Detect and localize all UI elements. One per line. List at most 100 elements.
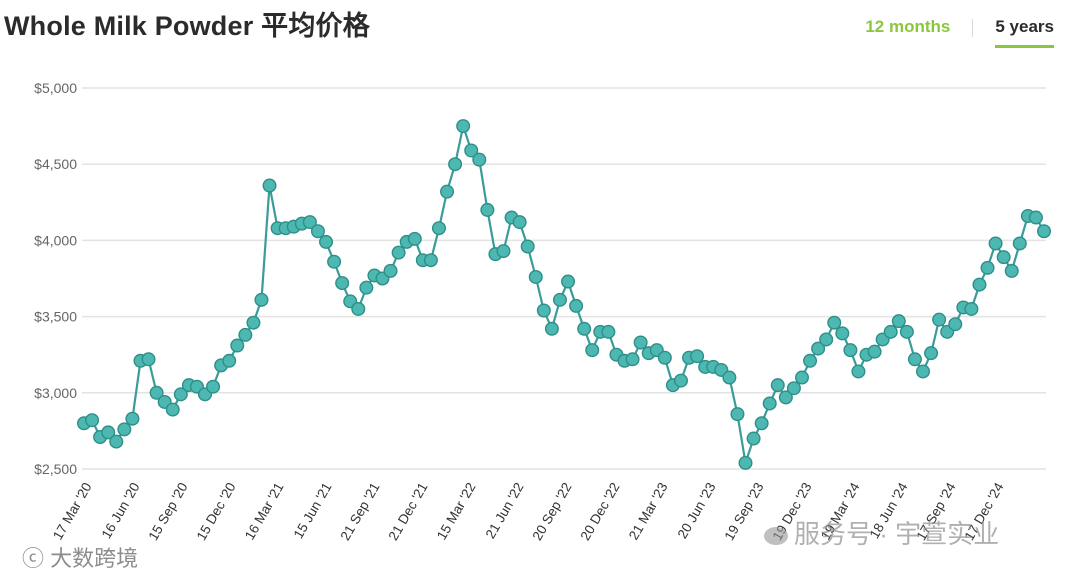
data-point[interactable]: [246, 315, 261, 330]
data-point[interactable]: [319, 234, 334, 249]
data-point[interactable]: [762, 396, 777, 411]
data-point[interactable]: [1036, 224, 1051, 239]
data-point[interactable]: [302, 215, 317, 230]
data-point[interactable]: [972, 277, 987, 292]
data-point[interactable]: [867, 344, 882, 359]
wechat-icon: [764, 527, 788, 546]
data-point[interactable]: [125, 411, 140, 426]
data-point[interactable]: [230, 338, 245, 353]
data-point[interactable]: [254, 292, 269, 307]
data-point[interactable]: [85, 413, 100, 428]
data-point[interactable]: [577, 321, 592, 336]
data-point[interactable]: [569, 298, 584, 313]
data-point[interactable]: [407, 231, 422, 246]
data-point[interactable]: [173, 387, 188, 402]
data-point[interactable]: [899, 324, 914, 339]
data-point[interactable]: [238, 327, 253, 342]
x-tick-label: 21 Jun '22: [483, 480, 527, 541]
data-point[interactable]: [431, 221, 446, 236]
data-point[interactable]: [383, 263, 398, 278]
data-point[interactable]: [915, 364, 930, 379]
data-point[interactable]: [827, 315, 842, 330]
data-point[interactable]: [552, 292, 567, 307]
data-point[interactable]: [206, 379, 221, 394]
data-point[interactable]: [673, 373, 688, 388]
data-point[interactable]: [391, 245, 406, 260]
x-tick-label: 15 Jun '21: [291, 480, 335, 541]
x-tick-label: 19 Sep '23: [722, 480, 767, 543]
data-point[interactable]: [222, 353, 237, 368]
data-point[interactable]: [778, 390, 793, 405]
tab-divider: [972, 19, 974, 37]
x-tick-label: 20 Sep '22: [530, 480, 575, 543]
data-point[interactable]: [722, 370, 737, 385]
data-point[interactable]: [528, 269, 543, 284]
data-point[interactable]: [803, 353, 818, 368]
data-point[interactable]: [1004, 263, 1019, 278]
data-point[interactable]: [448, 157, 463, 172]
data-point[interactable]: [561, 274, 576, 289]
tab-5-years[interactable]: 5 years: [995, 17, 1054, 48]
data-point[interactable]: [907, 352, 922, 367]
data-point[interactable]: [262, 178, 277, 193]
data-point[interactable]: [149, 385, 164, 400]
data-point[interactable]: [512, 215, 527, 230]
grid-lines: [82, 87, 1046, 470]
data-point[interactable]: [464, 143, 479, 158]
data-point[interactable]: [746, 431, 761, 446]
data-point[interactable]: [625, 352, 640, 367]
page-title: Whole Milk Powder 平均价格: [4, 11, 370, 41]
data-point[interactable]: [480, 202, 495, 217]
data-point[interactable]: [964, 301, 979, 316]
data-point[interactable]: [883, 324, 898, 339]
data-point[interactable]: [359, 280, 374, 295]
data-point[interactable]: [738, 455, 753, 470]
data-point[interactable]: [496, 244, 511, 259]
data-point[interactable]: [327, 254, 342, 269]
data-point[interactable]: [117, 422, 132, 437]
data-point[interactable]: [948, 317, 963, 332]
watermark-icon: ⓒ: [22, 546, 45, 571]
data-point[interactable]: [891, 314, 906, 329]
data-point[interactable]: [819, 332, 834, 347]
data-point[interactable]: [786, 381, 801, 396]
data-point[interactable]: [988, 236, 1003, 251]
data-point[interactable]: [544, 321, 559, 336]
data-point[interactable]: [633, 335, 648, 350]
data-point[interactable]: [996, 250, 1011, 265]
data-point[interactable]: [924, 346, 939, 361]
data-point[interactable]: [980, 260, 995, 275]
data-point[interactable]: [754, 416, 769, 431]
data-point[interactable]: [456, 119, 471, 134]
data-point[interactable]: [835, 326, 850, 341]
data-point[interactable]: [851, 364, 866, 379]
data-point[interactable]: [141, 352, 156, 367]
data-point[interactable]: [794, 370, 809, 385]
data-point[interactable]: [520, 239, 535, 254]
data-point[interactable]: [657, 350, 672, 365]
data-point[interactable]: [472, 152, 487, 167]
data-point[interactable]: [601, 324, 616, 339]
data-point[interactable]: [351, 301, 366, 316]
data-point[interactable]: [770, 378, 785, 393]
y-tick-label: $3,000: [34, 385, 77, 401]
data-point[interactable]: [730, 407, 745, 422]
data-point[interactable]: [101, 425, 116, 440]
data-point[interactable]: [310, 224, 325, 239]
data-point[interactable]: [1012, 236, 1027, 251]
data-point[interactable]: [536, 303, 551, 318]
data-point[interactable]: [690, 349, 705, 364]
data-point[interactable]: [335, 276, 350, 291]
data-point[interactable]: [1028, 210, 1043, 225]
data-point[interactable]: [109, 434, 124, 449]
x-tick-label: 15 Dec '20: [194, 480, 239, 543]
data-point[interactable]: [932, 312, 947, 327]
data-point[interactable]: [165, 402, 180, 417]
y-axis-labels: $2,500 $3,000 $3,500 $4,000 $4,500 $5,000: [34, 80, 77, 477]
data-point[interactable]: [423, 253, 438, 268]
data-point[interactable]: [585, 343, 600, 358]
data-point[interactable]: [811, 341, 826, 356]
data-point[interactable]: [440, 184, 455, 199]
data-point[interactable]: [843, 343, 858, 358]
tab-12-months[interactable]: 12 months: [865, 17, 951, 36]
